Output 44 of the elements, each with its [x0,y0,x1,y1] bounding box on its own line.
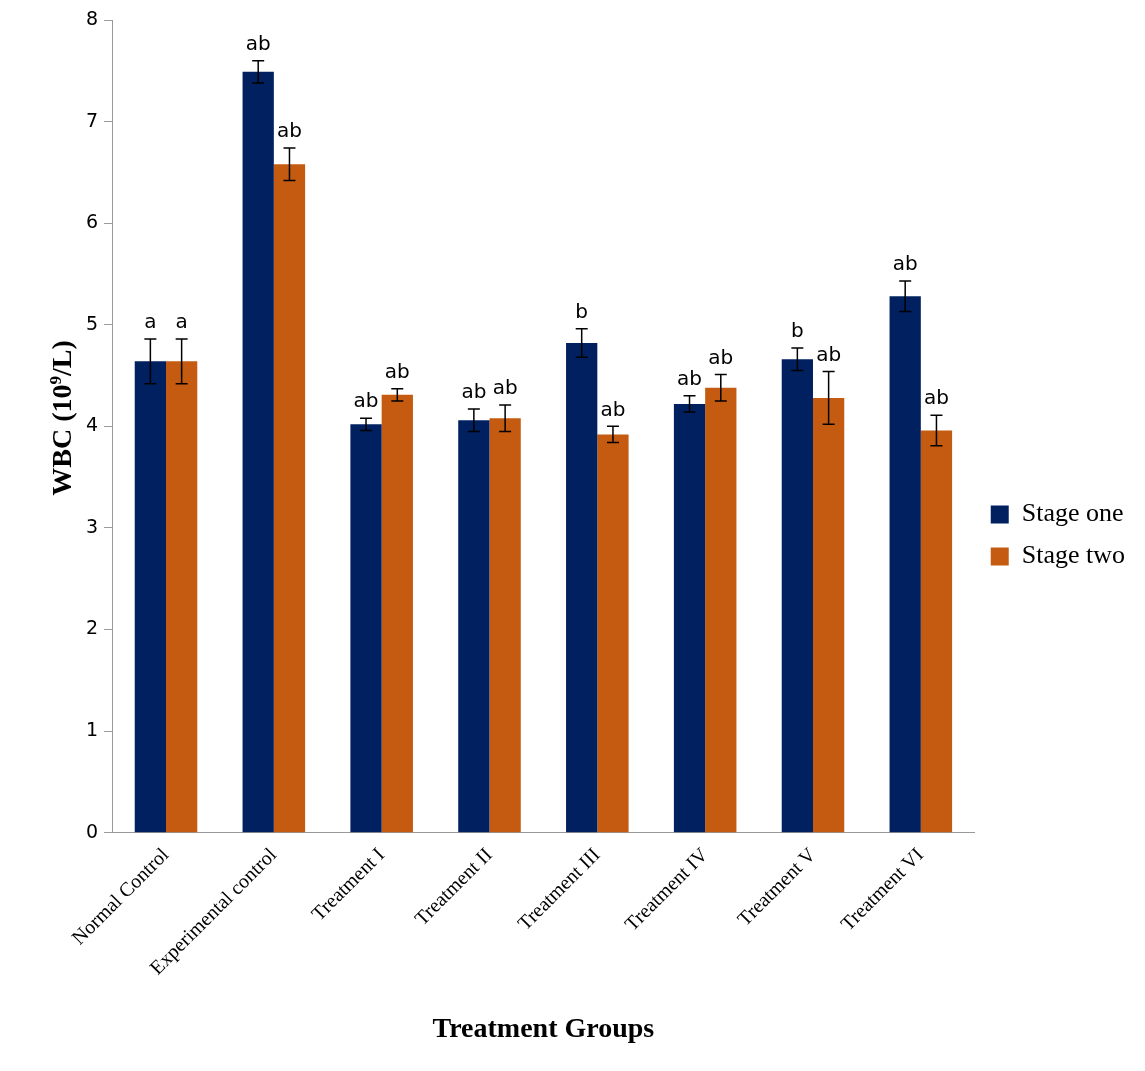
x-axis-title: Treatment Groups [432,1012,655,1044]
y-tick-label: 3 [85,514,99,537]
y-tick-label: 4 [85,413,99,436]
bar [812,397,845,833]
bar [566,343,598,833]
bar [242,71,274,833]
annotation: a [175,309,188,334]
bar [889,296,921,833]
bar [920,430,953,833]
bar [381,394,413,833]
bar [705,387,737,833]
annotation: ab [600,396,626,421]
annotation: ab [384,358,410,383]
annotation: ab [923,385,949,410]
bar [458,420,490,833]
bar [781,359,813,833]
y-tick-label: 0 [85,819,99,842]
legend-label: Stage one [1021,498,1124,528]
annotation: b [575,299,589,324]
bar [597,434,629,833]
annotation: ab [276,118,302,143]
bar [350,424,382,833]
annotation: ab [492,375,518,400]
annotation: b [791,318,804,343]
y-tick-label: 7 [85,108,99,131]
annotation: a [144,309,157,334]
y-tick-label: 6 [85,210,99,233]
annotation: ab [677,366,702,391]
bar [166,361,198,833]
y-tick-label: 8 [85,6,99,29]
bar [489,418,521,833]
annotation: ab [245,30,271,55]
bar [673,403,706,833]
annotation: ab [353,388,379,413]
annotation: ab [892,251,918,276]
bar [273,164,306,833]
y-tick-label: 1 [85,718,99,741]
bar [134,361,166,833]
y-tick-label: 5 [85,311,99,334]
y-tick-label: 2 [85,616,99,639]
legend-label: Stage two [1021,540,1125,570]
annotation: ab [816,341,842,366]
annotation: ab [461,379,487,404]
annotation: ab [708,344,734,369]
